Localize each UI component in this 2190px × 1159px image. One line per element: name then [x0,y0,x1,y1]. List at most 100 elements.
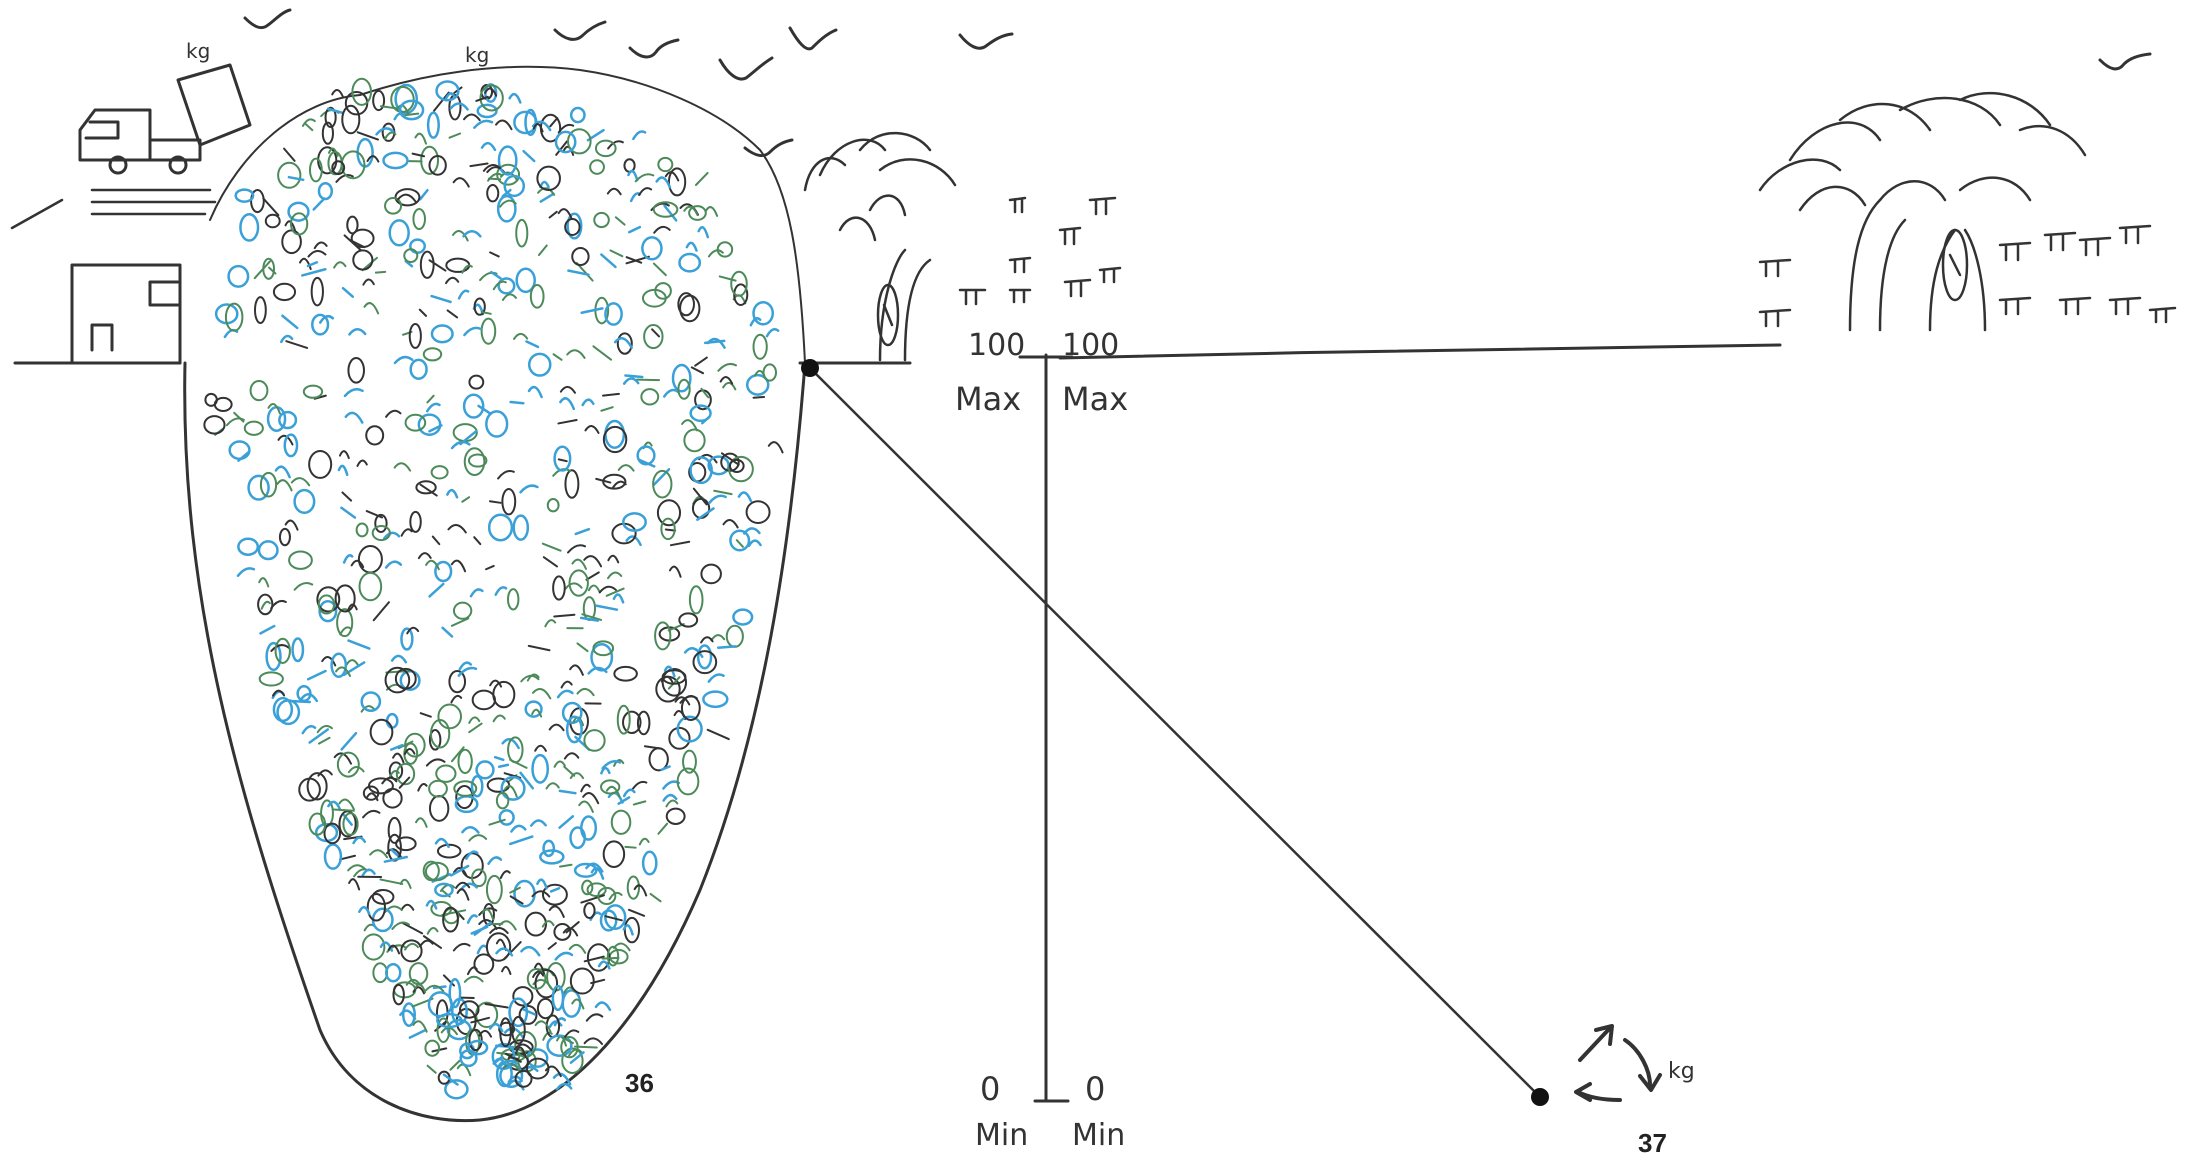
waste-dash [372,601,390,622]
waste-loop [661,667,688,697]
waste-loop [536,165,561,192]
waste-loop [553,445,572,472]
waste-dash [339,854,357,861]
waste-dash [268,266,277,275]
waste-curl [598,585,617,594]
waste-curl [583,1037,604,1045]
waste-loop [234,188,255,203]
waste-curl [480,141,497,152]
waste-dash [428,582,445,598]
waste-curl [399,878,412,889]
waste-curl [499,199,517,208]
waste-loop [318,599,338,623]
waste-dash [601,956,620,960]
waste-loop [428,795,450,822]
waste-loop [691,497,711,519]
waste-loop [534,968,559,999]
waste-curl [280,334,294,344]
waste-curl [375,127,395,136]
waste-loop [415,480,437,495]
waste-loop [306,772,328,801]
waste-dash [600,406,614,412]
waste-curl [444,276,460,285]
waste-dash [374,270,387,274]
waste-loop [552,575,566,601]
waste-loop [468,374,485,390]
waste-loop [561,1047,584,1074]
waste-loop [324,106,337,129]
waste-loop [298,777,321,802]
waste-dash [558,815,575,829]
waste-loop [565,715,583,744]
waste-loop [678,612,699,628]
waste-loop [274,637,291,664]
waste-loop [500,775,526,801]
waste-loop [426,111,440,139]
waste-dash [704,339,726,345]
waste-curl [400,528,413,537]
waste-curl [545,782,560,790]
waste-curl [664,171,680,182]
waste-curl [634,173,655,183]
waste-dash [561,1036,574,1044]
waste-dash [340,506,357,519]
waste-dash [580,307,604,314]
waste-loop [453,780,478,797]
waste-curl [391,921,410,930]
waste-curl [541,920,555,928]
waste-curl [567,544,587,554]
waste-loop [296,685,312,703]
waste-loop [689,404,712,423]
waste-loop [689,456,713,485]
waste-loop [501,487,517,516]
waste-loop [258,671,284,687]
waste-curl [585,862,604,873]
waste-dash [442,1073,459,1086]
waste-dash [574,527,591,536]
waste-loop [667,167,687,197]
waste-loop [361,933,386,961]
waste-dash [706,728,730,741]
waste-curl [298,257,312,271]
waste-loop [436,1017,451,1043]
waste-loop [626,875,641,900]
waste-curl [503,784,518,798]
waste-loop [599,909,618,932]
waste-dash [477,404,492,416]
waste-loop [564,469,580,499]
waste-loop [503,174,526,198]
waste-curl [338,798,355,811]
waste-dash [609,249,624,258]
waste-curl [653,225,671,234]
waste-curl [343,387,364,398]
waste-curl [382,531,401,540]
figure-number-36: 36 [625,1068,654,1098]
waste-loop [546,497,560,513]
waste-loop [573,862,598,878]
waste-dash [692,487,708,506]
waste-loop [346,215,359,235]
waste-loop [716,241,734,258]
waste-loop [569,967,595,995]
waste-loop [515,218,529,248]
waste-loop [366,892,386,922]
waste-curl [459,882,478,891]
waste-curl [356,459,368,467]
waste-curl [569,664,584,676]
waste-dash [259,624,276,635]
waste-curl [457,289,470,300]
waste-curl [392,752,405,764]
waste-loop [387,816,402,844]
waste-curl [559,397,576,411]
waste-curl [492,714,506,723]
waste-curl [327,147,339,157]
waste-loop [665,807,686,825]
waste-loop [355,522,369,538]
waste-loop [442,906,459,933]
waste-dash [441,626,454,638]
waste-loop [288,550,313,570]
waste-curl [461,264,473,274]
waste-curl [307,250,327,258]
waste-curl [384,560,403,569]
waste-curl [632,130,647,141]
